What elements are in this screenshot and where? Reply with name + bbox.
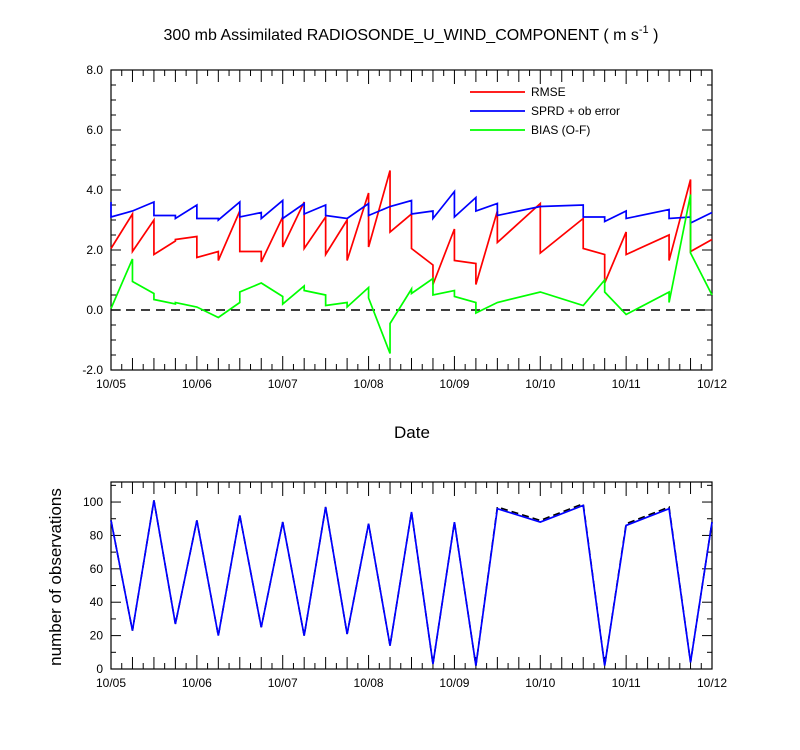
- main-y-tick-label: 0.0: [86, 303, 103, 317]
- main-x-tick-label: 10/07: [268, 377, 298, 391]
- legend-label-bias-o-f: BIAS (O-F): [531, 123, 590, 137]
- main-x-tick-label: 10/10: [525, 377, 555, 391]
- obs-x-tick-label: 10/07: [268, 676, 298, 690]
- y-axis-label-observations: number of observations: [46, 488, 65, 666]
- observations-plot-panel: 10/05 10/06 10/07 10/08 10/09 10/10 10/11 10/12…: [83, 481, 727, 690]
- main-x-tick-label: 10/12: [697, 377, 727, 391]
- obs-y-tick-label: 100: [83, 495, 103, 509]
- main-series-rmse: [110, 170, 713, 285]
- main-y-tick-label: 6.0: [86, 123, 103, 137]
- obs-y-tick-label: 60: [90, 562, 104, 576]
- main-x-tick-label: 10/06: [182, 377, 212, 391]
- obs-series-obs-possible: [110, 500, 713, 666]
- obs-y-tick-label: 0: [96, 662, 103, 676]
- obs-x-tick-label: 10/05: [96, 676, 126, 690]
- main-y-tick-label: -2.0: [82, 363, 103, 377]
- obs-x-tick-label: 10/08: [354, 676, 384, 690]
- obs-x-tick-label: 10/10: [525, 676, 555, 690]
- obs-y-tick-label: 40: [90, 595, 104, 609]
- main-x-tick-label: 10/11: [612, 377, 641, 391]
- obs-x-tick-label: 10/11: [612, 676, 641, 690]
- main-y-tick-label: 2.0: [86, 243, 103, 257]
- legend-label-sprd-ob-error: SPRD + ob error: [531, 104, 620, 118]
- main-x-tick-label: 10/08: [354, 377, 384, 391]
- obs-series-obs-used: [110, 500, 713, 666]
- main-x-tick-label: 10/05: [96, 377, 126, 391]
- obs-x-tick-label: 10/06: [182, 676, 212, 690]
- main-plot-panel: 10/05 10/06 10/07 10/08 10/09 10/10 10/11 10/12…: [82, 63, 727, 391]
- obs-x-tick-label: 10/12: [697, 676, 727, 690]
- main-series-sprd-ob-error: [110, 189, 713, 225]
- main-y-tick-label: 4.0: [86, 183, 103, 197]
- main-series-bias-o-f: [110, 194, 713, 354]
- obs-x-tick-label: 10/09: [439, 676, 469, 690]
- legend-label-rmse: RMSE: [531, 85, 566, 99]
- obs-y-tick-label: 80: [90, 528, 104, 542]
- chart-title: 300 mb Assimilated RADIOSONDE_U_WIND_COM…: [164, 24, 659, 44]
- main-x-tick-label: 10/09: [439, 377, 469, 391]
- x-axis-label: Date: [394, 423, 430, 442]
- obs-frame: [110, 481, 713, 670]
- main-y-tick-label: 8.0: [86, 63, 103, 77]
- obs-y-tick-label: 20: [90, 629, 104, 643]
